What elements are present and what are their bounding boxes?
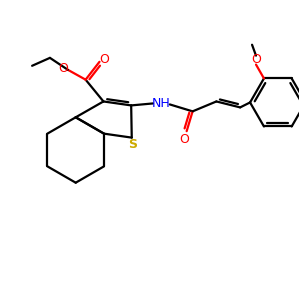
Text: O: O <box>100 53 110 66</box>
Text: O: O <box>180 133 190 146</box>
Text: O: O <box>251 53 261 66</box>
Text: S: S <box>128 138 137 151</box>
Text: NH: NH <box>152 97 170 110</box>
Text: O: O <box>58 62 68 75</box>
